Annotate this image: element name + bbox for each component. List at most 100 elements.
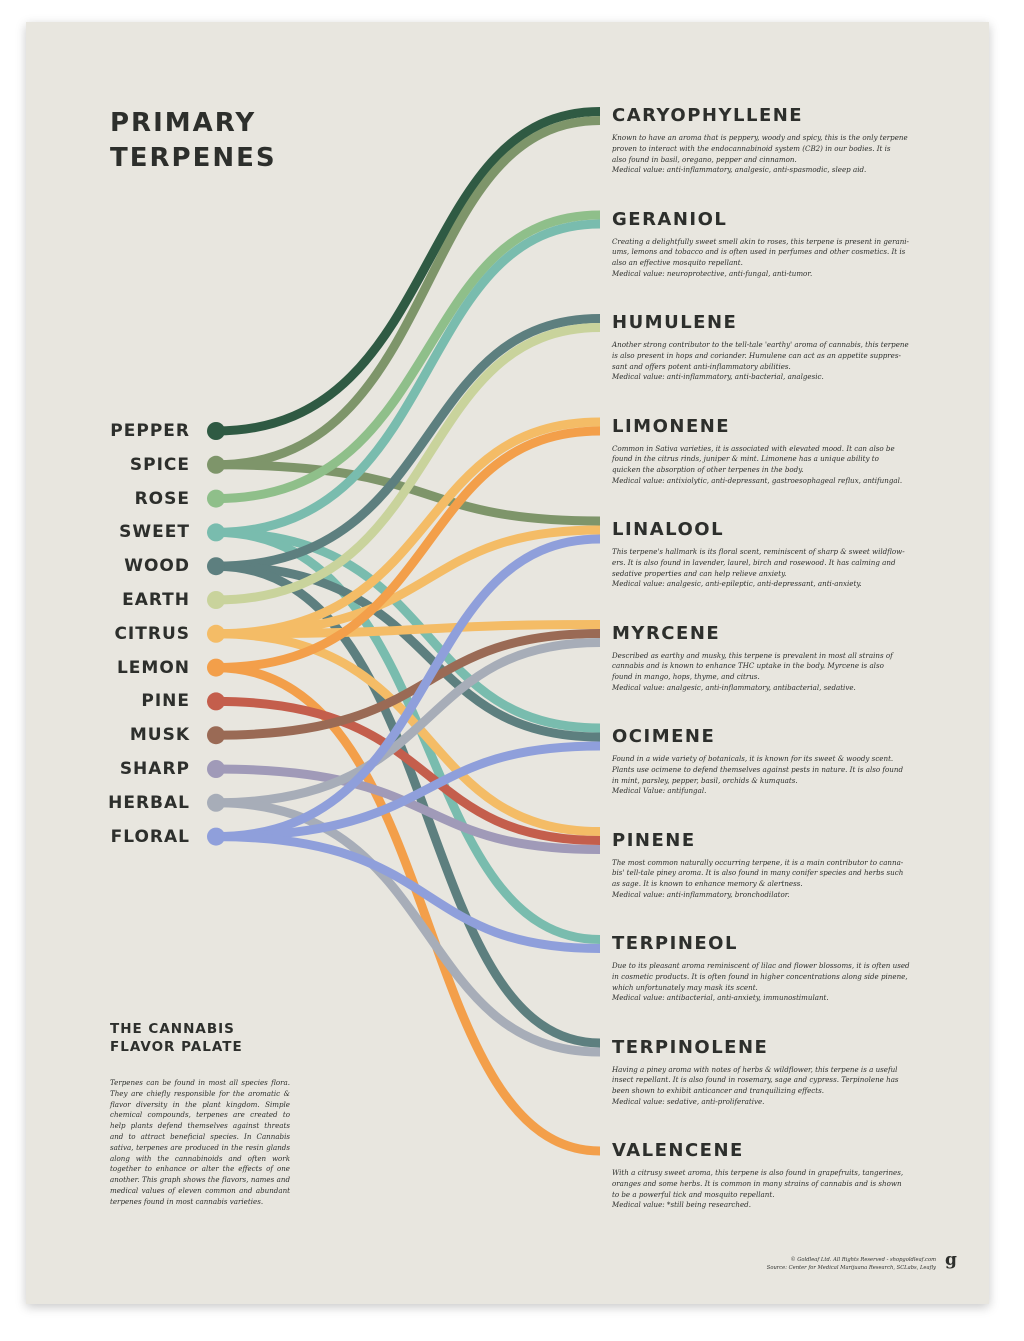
- terpene-description: Another strong contributor to the tell-t…: [612, 340, 912, 383]
- terpene-description: This terpene's hallmark is its floral sc…: [612, 547, 912, 590]
- flavor-label-spice: SPICE: [129, 454, 190, 475]
- terpene-description: Having a piney aroma with notes of herbs…: [612, 1065, 912, 1108]
- terpene-description: Creating a delightfully sweet smell akin…: [612, 237, 912, 280]
- terpene-name: OCIMENE: [612, 726, 716, 747]
- terpene-terpineol: TERPINEOL Due to its pleasant aroma remin…: [612, 933, 912, 1004]
- terpene-description-line: in mint, parsley, pepper, basil, orchids…: [612, 775, 798, 785]
- terpene-description-line: Another strong contributor to the tell-t…: [612, 340, 909, 349]
- terpene-description-line: in cosmetic products. It is often found …: [612, 971, 908, 981]
- terpene-name: PINENE: [612, 829, 696, 851]
- terpene-description-line: cannabis and is known to enhance THC upt…: [612, 661, 884, 671]
- terpene-description-line: This terpene's hallmark is its floral sc…: [612, 547, 905, 556]
- terpene-description-line: Medical value: anti-inflammatory, bronch…: [612, 889, 790, 899]
- terpene-geraniol: GERANIOL Creating a delightfully sweet sm…: [612, 209, 912, 280]
- flavor-label-pepper: PEPPER: [110, 421, 190, 441]
- terpene-description-line: Having a piney aroma with notes of herbs…: [612, 1064, 898, 1074]
- flow-band-wood-to-ocimene: [215, 561, 601, 742]
- flavor-dot-pine: [207, 692, 225, 711]
- flavor-dot-musk: [207, 726, 225, 745]
- flow-band-pepper-to-caryophyllene: [215, 107, 601, 436]
- flow-band-spice-to-linalool: [215, 460, 601, 526]
- terpene-description-line: found in the citrus rinds, juniper & min…: [612, 454, 879, 464]
- terpene-description-line: Medical value: neuroprotective, anti-fun…: [612, 268, 813, 278]
- flavor-palate-text: Terpenes can be found in most all specie…: [110, 1078, 290, 1206]
- flavor-palate-section: THE CANNABIS FLAVOR PALATE Terpenes can …: [110, 1020, 290, 1208]
- terpene-description-line: found in mango, hops, thyme, and citrus.: [612, 672, 760, 682]
- flavor-dot-wood: [207, 557, 225, 576]
- flavor-palate-title-line-1: THE CANNABIS: [110, 1021, 235, 1037]
- terpene-description-line: Common in Sativa varieties, it is associ…: [612, 443, 895, 453]
- terpene-description-line: With a citrusy sweet aroma, this terpene…: [612, 1168, 904, 1177]
- flavor-dot-sharp: [207, 760, 225, 778]
- flow-band-sharp-to-pinene: [215, 764, 601, 854]
- flavor-palate-title-line-2: FLAVOR PALATE: [110, 1039, 243, 1055]
- flavor-label-herbal: HERBAL: [108, 792, 190, 813]
- flavor-label-rose: ROSE: [134, 488, 190, 509]
- terpene-description-line: sant and offers potent anti-inflammatory…: [612, 361, 791, 371]
- terpene-description-line: Medical value: anti-inflammatory, anti-b…: [612, 372, 824, 382]
- terpene-description-line: The most common naturally occurring terp…: [612, 857, 904, 867]
- terpene-description-line: Medical Value: antifungal.: [612, 786, 707, 796]
- flavor-dot-pepper: [207, 422, 225, 440]
- terpene-name: LINALOOL: [612, 519, 725, 540]
- page-title-line-1: PRIMARY: [110, 108, 257, 138]
- terpene-name: GERANIOL: [612, 208, 728, 230]
- flow-band-floral-to-linalool: [215, 534, 601, 842]
- terpene-description-line: to be a powerful tick and mosquito repel…: [612, 1189, 775, 1199]
- terpene-name: LIMONENE: [612, 415, 731, 437]
- flow-band-citrus-to-linalool: [215, 525, 601, 639]
- terpene-description: Due to its pleasant aroma reminiscent of…: [612, 961, 912, 1004]
- credits: © Goldleaf Ltd. All Rights Reserved - sh…: [767, 1257, 936, 1272]
- terpene-description-line: Medical value: antibacterial, anti-anxie…: [612, 993, 829, 1003]
- flavor-dot-rose: [207, 489, 225, 508]
- terpene-description-line: Medical value: anti-inflammatory, analge…: [612, 165, 867, 175]
- flavor-dot-herbal: [207, 793, 225, 812]
- terpene-description-line: as sage. It is known to enhance memory &…: [612, 879, 803, 889]
- flow-band-spice-to-caryophyllene: [215, 116, 601, 470]
- flavor-dot-floral: [207, 827, 225, 846]
- terpene-description-line: ers. It is also found in lavender, laure…: [612, 557, 896, 567]
- page-title: PRIMARY TERPENES: [110, 106, 277, 176]
- flow-band-lemon-to-limonene: [215, 426, 601, 673]
- flavor-label-sweet: SWEET: [119, 522, 190, 543]
- flavor-dot-lemon: [207, 658, 225, 677]
- flavor-dot-citrus: [207, 624, 225, 643]
- terpene-description-line: Described as earthy and musky, this terp…: [612, 650, 893, 660]
- flavor-dot-spice: [207, 455, 225, 474]
- flavor-label-musk: MUSK: [129, 725, 190, 746]
- terpene-description-line: Medical value: antixiolytic, anti-depres…: [612, 475, 903, 485]
- terpene-terpinolene: TERPINOLENE Having a piney aroma with not…: [612, 1037, 912, 1108]
- flow-band-citrus-to-myrcene: [215, 620, 601, 639]
- terpene-description-line: is also present in hops and coriander. H…: [612, 350, 901, 360]
- flow-band-rose-to-geraniol: [215, 210, 601, 504]
- terpene-description-line: bis' tell-tale piney aroma. It is also f…: [612, 868, 904, 878]
- flavor-palate-title: THE CANNABIS FLAVOR PALATE: [110, 1020, 290, 1056]
- flow-band-sweet-to-geraniol: [215, 219, 601, 537]
- terpene-description-line: Medical value: analgesic, anti-inflammat…: [612, 682, 856, 692]
- terpene-name: TERPINOLENE: [612, 1036, 769, 1058]
- flow-band-floral-to-terpineol: [215, 832, 601, 953]
- terpene-pinene: PINENE The most common naturally occurrin…: [612, 830, 912, 901]
- terpene-description-line: which unfortunately may mask its scent.: [612, 982, 758, 992]
- terpene-description: Found in a wide variety of botanicals, i…: [612, 754, 912, 797]
- terpene-description-line: Medical value: sedative, anti-proliferat…: [612, 1096, 765, 1106]
- terpene-name: CARYOPHYLLENE: [612, 105, 804, 126]
- credits-line-1: © Goldleaf Ltd. All Rights Reserved - sh…: [790, 1257, 936, 1263]
- flavor-label-pine: PINE: [141, 691, 190, 712]
- terpene-description-line: Medical value: *still being researched.: [612, 1200, 751, 1210]
- terpene-description: Known to have an aroma that is peppery, …: [612, 133, 912, 176]
- terpene-name: HUMULENE: [612, 312, 738, 333]
- terpene-description-line: quicken the absorption of other terpenes…: [612, 465, 804, 475]
- flow-band-citrus-to-limonene: [215, 417, 601, 639]
- flavor-label-citrus: CITRUS: [114, 623, 190, 644]
- terpene-description-line: Creating a delightfully sweet smell akin…: [612, 236, 909, 246]
- terpene-description: The most common naturally occurring terp…: [612, 858, 912, 901]
- flavor-dot-earth: [207, 591, 225, 609]
- terpene-description: With a citrusy sweet aroma, this terpene…: [612, 1168, 912, 1211]
- flavor-dot-sweet: [207, 523, 225, 542]
- terpene-caryophyllene: CARYOPHYLLENE Known to have an aroma that…: [612, 105, 912, 176]
- flavor-label-wood: WOOD: [124, 556, 190, 577]
- terpene-description-line: been shown to exhibit anticancer and tra…: [612, 1086, 825, 1096]
- flow-band-lemon-to-valencene: [215, 663, 601, 1156]
